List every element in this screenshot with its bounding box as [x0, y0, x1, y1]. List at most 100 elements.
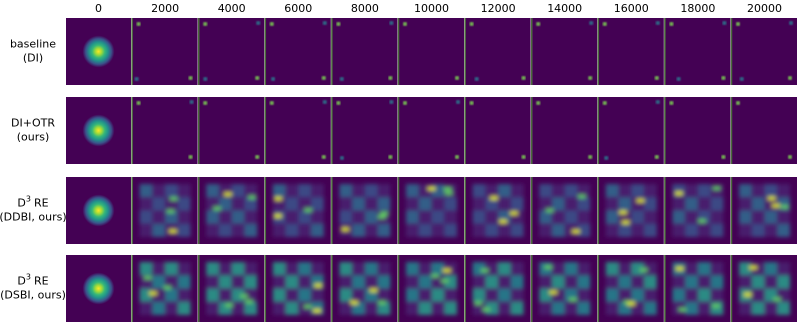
checker-square: [510, 275, 524, 289]
checker-square: [498, 301, 511, 315]
checker-square: [406, 184, 419, 198]
checker-square: [177, 301, 191, 315]
spot: [521, 76, 526, 80]
checker-square: [231, 184, 245, 198]
row-subtitle: (DI): [23, 52, 43, 65]
checker-square: [710, 301, 724, 315]
highlight: [545, 208, 554, 213]
checker: [605, 262, 657, 315]
highlight: [773, 297, 782, 302]
spot: [589, 21, 594, 25]
spot: [388, 76, 393, 80]
checker-square: [498, 262, 511, 276]
spot: [789, 21, 793, 25]
checker-square: [431, 275, 445, 289]
highlight: [166, 209, 175, 214]
highlight: [480, 268, 489, 273]
checker-square: [152, 223, 166, 237]
heatmap-cell: [664, 177, 731, 244]
column-label: 18000: [680, 2, 715, 15]
highlight: [443, 186, 452, 191]
checker-square: [364, 301, 378, 315]
heatmap-cell: [66, 255, 131, 322]
highlight: [489, 196, 498, 201]
spot: [203, 101, 208, 105]
checker: [272, 184, 324, 237]
checker-square: [539, 184, 552, 198]
checker-square: [444, 210, 457, 224]
checker-square: [564, 223, 578, 237]
checker-square: [244, 288, 258, 302]
spot: [676, 77, 681, 81]
checker-square: [177, 275, 191, 289]
checker-square: [352, 301, 365, 315]
checker-square: [352, 275, 365, 289]
checker-square: [444, 301, 457, 315]
checker-square: [764, 210, 778, 224]
checker-square: [577, 184, 591, 198]
highlight: [223, 192, 232, 197]
highlight: [482, 307, 491, 312]
checker-square: [631, 184, 645, 198]
spot: [189, 100, 194, 104]
column-label: 2000: [151, 2, 179, 15]
column-label: 10000: [414, 2, 449, 15]
checker-square: [485, 197, 499, 211]
spot: [655, 100, 660, 104]
checker-square: [739, 223, 752, 237]
cell-bg: [399, 18, 464, 85]
checker-square: [218, 210, 232, 224]
checker-square: [244, 210, 258, 224]
checker-square: [777, 275, 790, 289]
checker-square: [539, 223, 552, 237]
spot: [736, 22, 740, 26]
checker-square: [644, 288, 657, 302]
checker-square: [231, 197, 245, 211]
spot: [389, 21, 394, 25]
checker-square: [510, 288, 524, 302]
checker-square: [631, 223, 645, 237]
checker-square: [311, 184, 324, 198]
highlight: [303, 304, 312, 309]
highlight: [771, 203, 780, 208]
spot: [602, 22, 607, 26]
gaussian: [82, 114, 115, 147]
highlight: [636, 198, 645, 203]
checker-square: [618, 262, 632, 276]
checker-square: [352, 210, 365, 224]
checker-square: [685, 210, 698, 224]
row-title: D3 RE: [17, 195, 48, 210]
heatmap-cell: [264, 255, 331, 322]
column-label: 8000: [351, 2, 379, 15]
checker-square: [206, 184, 219, 198]
checker-square: [685, 262, 698, 276]
checker-square: [418, 275, 432, 289]
heatmap-cell: [197, 97, 265, 164]
checker-square: [472, 184, 486, 198]
checker-square: [431, 262, 445, 276]
spot: [536, 101, 541, 105]
cell-bg: [732, 97, 797, 164]
checker-square: [739, 275, 752, 289]
checker-square: [764, 184, 778, 198]
checker-square: [472, 223, 486, 237]
heatmap-cell: [530, 97, 598, 164]
heatmap-cell: [597, 18, 664, 85]
heatmap-cell: [331, 177, 398, 244]
checker-square: [418, 197, 432, 211]
cell-bg: [465, 18, 531, 85]
checker-square: [311, 288, 324, 302]
highlight: [377, 214, 386, 219]
checker-square: [418, 223, 432, 237]
spot: [788, 76, 792, 80]
highlight: [569, 297, 578, 302]
spot: [721, 155, 726, 159]
heatmap-cell: [131, 97, 198, 164]
spot: [134, 77, 139, 81]
checker-square: [139, 288, 153, 302]
checker-square: [551, 197, 565, 211]
checker-square: [364, 197, 378, 211]
checker-square: [165, 262, 178, 276]
checker-square: [644, 262, 657, 276]
checker-square: [739, 301, 752, 315]
